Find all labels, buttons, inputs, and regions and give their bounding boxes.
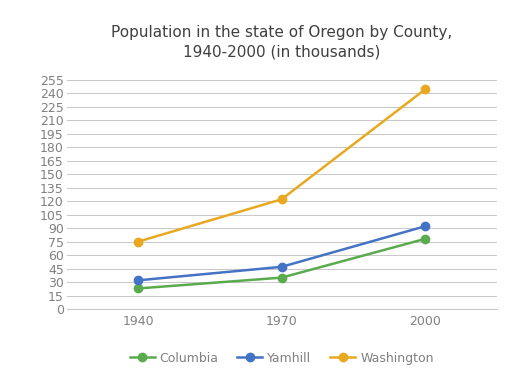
Columbia (135, 286, 141, 291)
Yamhill (135, 278, 141, 283)
Washington (422, 87, 428, 92)
Washington (135, 239, 141, 244)
Columbia (422, 237, 428, 241)
Columbia (279, 275, 285, 280)
Line: Washington: Washington (134, 85, 429, 246)
Yamhill (422, 224, 428, 228)
Washington (279, 197, 285, 202)
Line: Columbia: Columbia (134, 235, 429, 293)
Legend: Columbia, Yamhill, Washington: Columbia, Yamhill, Washington (124, 347, 439, 370)
Line: Yamhill: Yamhill (134, 222, 429, 285)
Title: Population in the state of Oregon by County,
1940-2000 (in thousands): Population in the state of Oregon by Cou… (111, 25, 452, 60)
Yamhill (279, 265, 285, 269)
